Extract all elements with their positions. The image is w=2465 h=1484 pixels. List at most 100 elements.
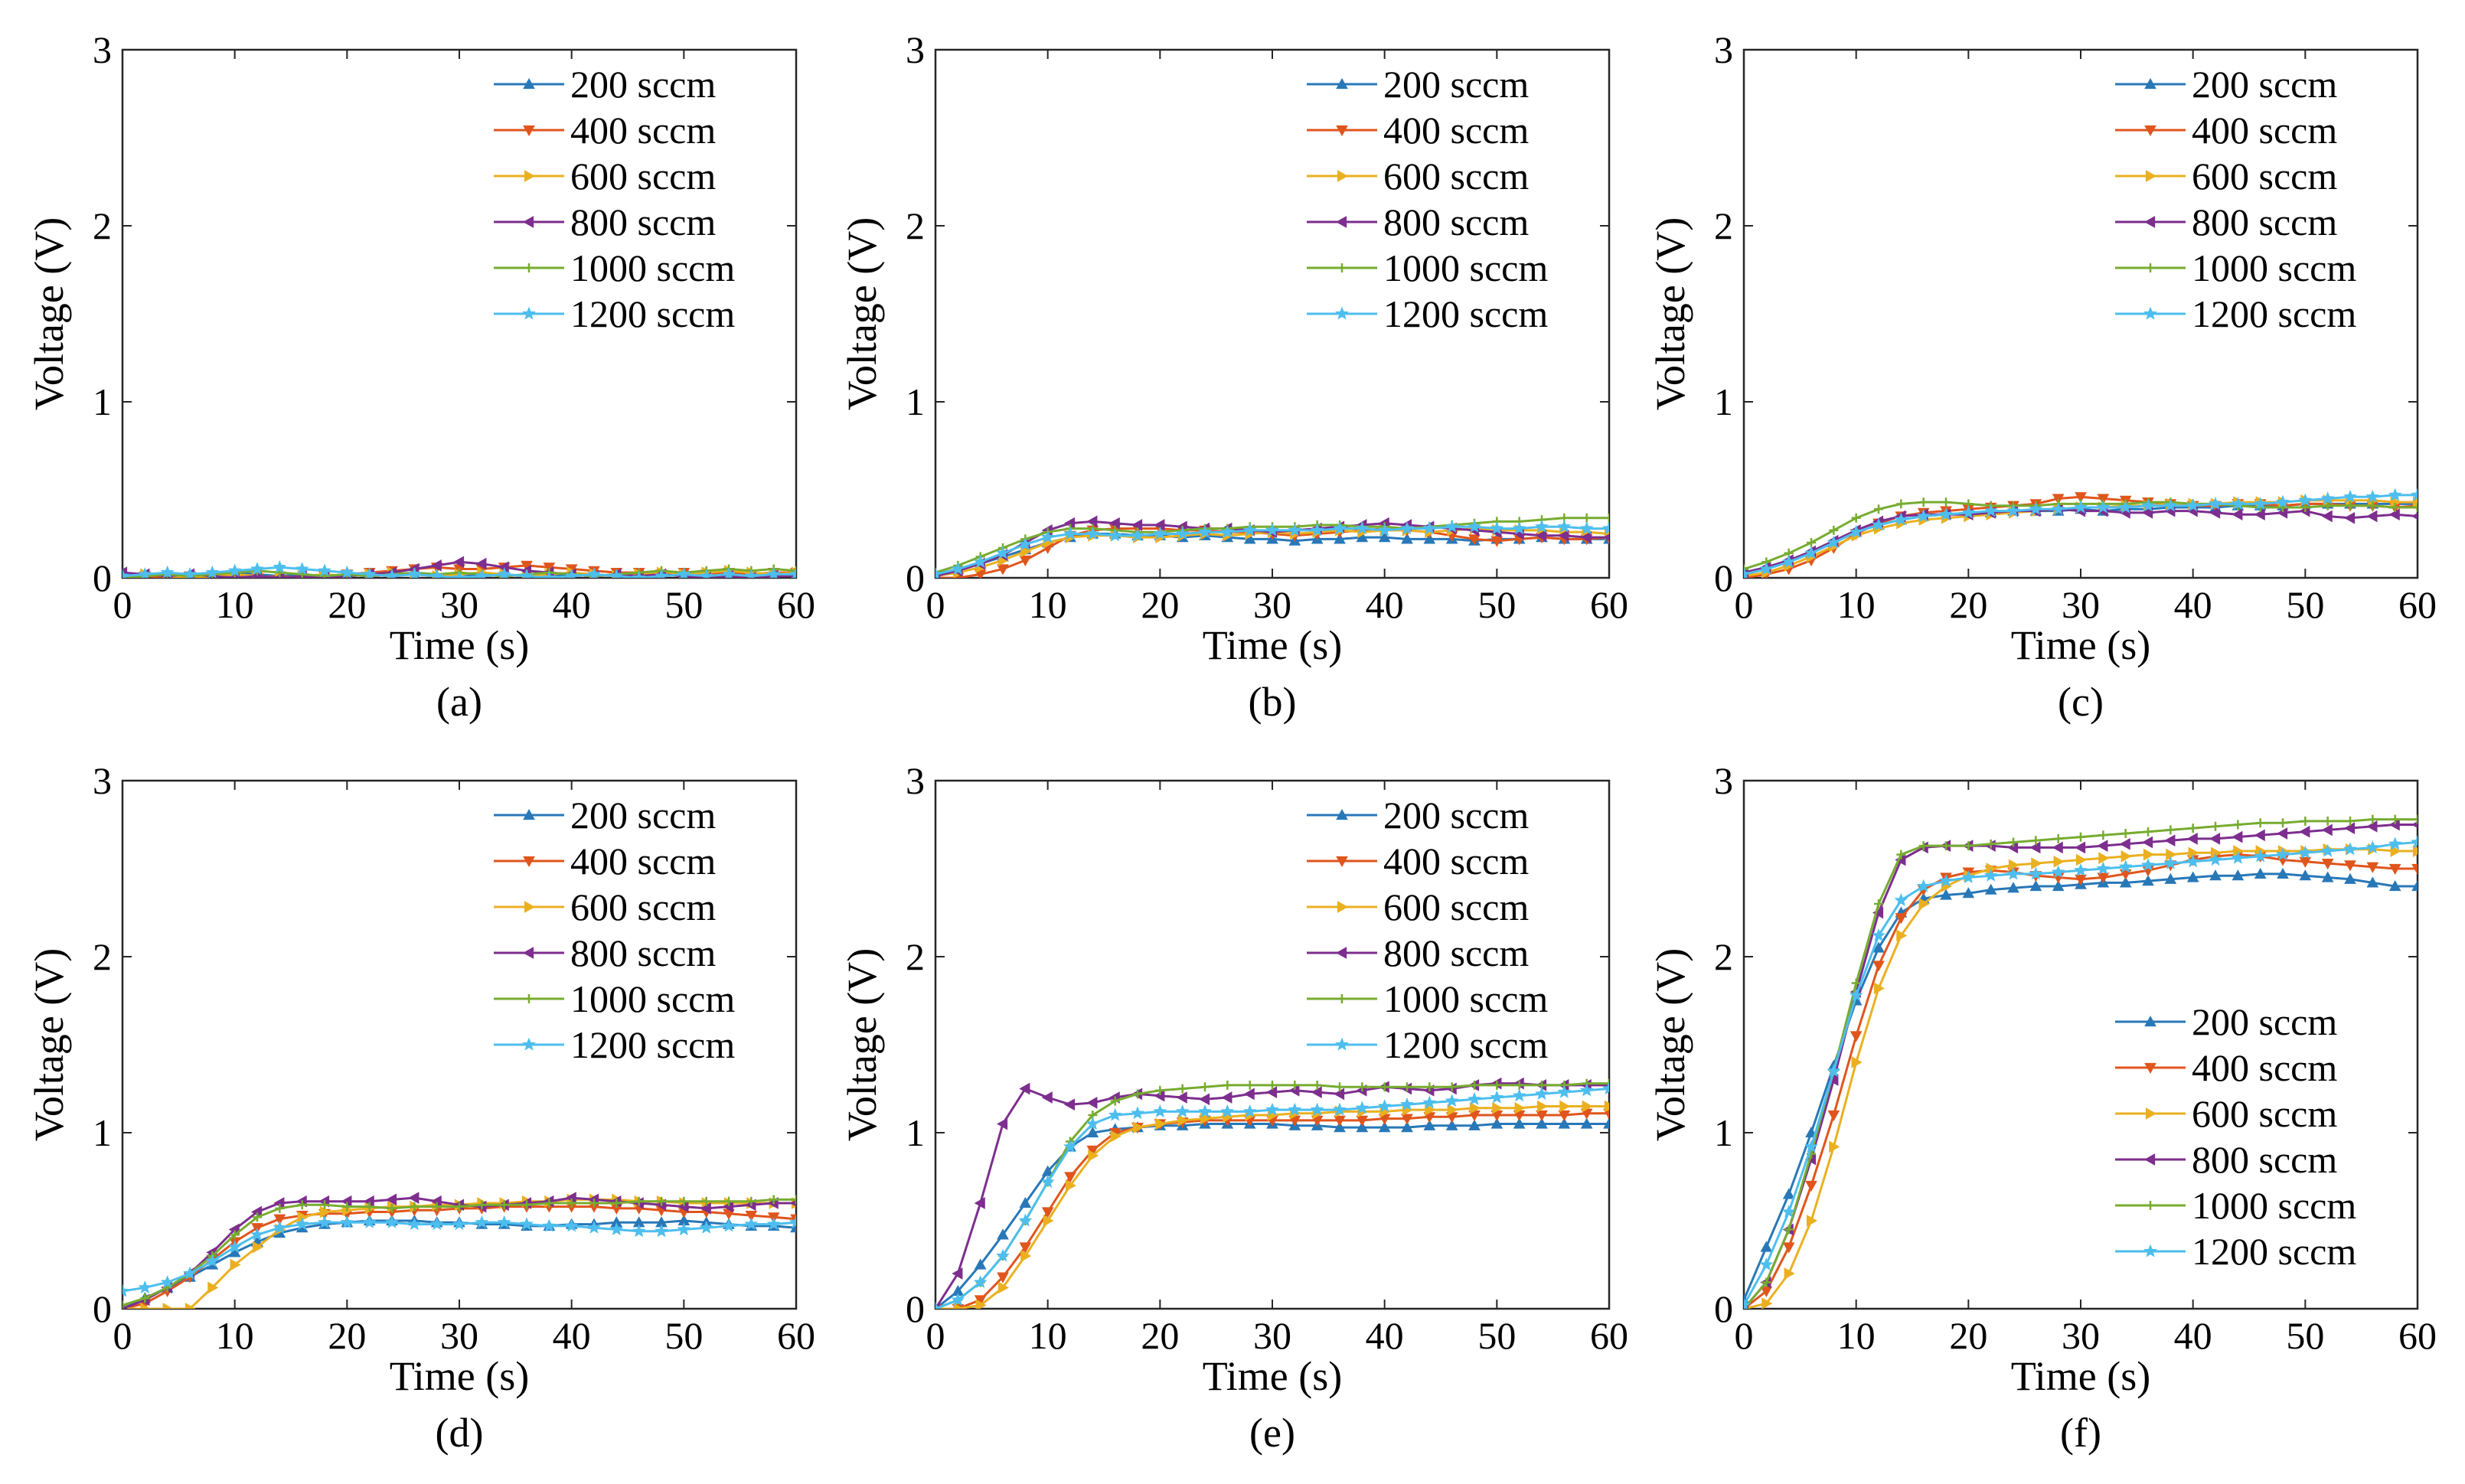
data-point [364, 1202, 374, 1212]
data-point [2366, 510, 2378, 523]
data-point [2211, 821, 2220, 831]
legend-marker [1337, 170, 1349, 182]
data-point [2098, 852, 2110, 865]
data-point [432, 1202, 442, 1212]
x-tick-label: 30 [440, 1314, 478, 1357]
data-point [2029, 866, 2043, 880]
x-tick-label: 30 [440, 583, 478, 626]
data-point [1018, 537, 1033, 550]
data-point [2366, 876, 2379, 888]
data-point [1761, 1277, 1771, 1287]
data-point [2368, 814, 2378, 824]
data-point [2163, 498, 2178, 512]
series-line-1200-sccm [122, 1221, 796, 1293]
data-point [1290, 1080, 1300, 1090]
series-group [935, 513, 1609, 578]
x-tick-label: 50 [1477, 1314, 1516, 1357]
data-point [2166, 848, 2177, 861]
legend-label: 200 sccm [570, 63, 716, 106]
data-point [2074, 863, 2088, 876]
data-point [2413, 814, 2418, 824]
data-point [566, 1199, 576, 1208]
data-point [1939, 507, 1953, 520]
data-point [1760, 1241, 1773, 1252]
data-point [722, 567, 736, 578]
y-axis-label: Voltage (V) [839, 948, 885, 1141]
data-point [744, 569, 759, 578]
data-point [2008, 859, 2020, 872]
data-point [1962, 887, 1975, 899]
x-tick-label: 10 [1029, 1314, 1067, 1357]
series-line-1000-sccm [122, 1198, 796, 1306]
legend-marker [523, 125, 535, 137]
data-point [745, 1211, 758, 1222]
data-point [1242, 1104, 1257, 1118]
data-point [589, 1199, 599, 1208]
data-point [1268, 1080, 1277, 1090]
data-point [1536, 1117, 1548, 1129]
data-point [2098, 830, 2108, 840]
data-point [1108, 1107, 1122, 1121]
panel-caption: (f) [2060, 1410, 2101, 1456]
legend-label: 800 sccm [1383, 201, 1529, 243]
x-axis-label: Time (s) [1203, 1353, 1343, 1399]
data-point [2276, 494, 2290, 508]
data-point [2232, 830, 2243, 843]
data-point [2186, 871, 2199, 882]
data-point [1582, 513, 1592, 523]
data-point [1355, 521, 1370, 535]
data-point [1445, 1119, 1458, 1130]
y-tick-label: 0 [906, 556, 925, 599]
legend-label: 1000 sccm [2192, 1184, 2356, 1227]
x-tick-label: 60 [777, 1314, 815, 1357]
data-point [1333, 521, 1347, 535]
data-point [2411, 513, 2418, 520]
legend-marker [2144, 125, 2156, 137]
data-point [1894, 893, 1908, 907]
data-point [318, 563, 331, 577]
data-point [183, 567, 197, 578]
data-point [1132, 1121, 1144, 1133]
x-tick-label: 60 [1590, 583, 1628, 626]
data-point [1265, 523, 1279, 537]
x-axis-label: Time (s) [2011, 1353, 2151, 1399]
legend-marker [523, 856, 535, 868]
x-tick-label: 10 [1029, 583, 1067, 626]
legend-label: 200 sccm [1383, 794, 1529, 837]
data-point [183, 1266, 197, 1280]
data-point [362, 1215, 377, 1228]
data-point [1894, 512, 1908, 526]
legend-label: 1000 sccm [1383, 246, 1548, 289]
data-point [522, 1200, 531, 1210]
data-point [2164, 872, 2177, 884]
data-point [1242, 523, 1257, 537]
data-point [1535, 1087, 1549, 1101]
data-point [1019, 1082, 1030, 1095]
data-point [2320, 491, 2335, 505]
legend-marker [524, 994, 534, 1003]
legend-marker [2146, 1201, 2155, 1210]
y-axis-label: Voltage (V) [839, 217, 885, 410]
data-point [1155, 1117, 1167, 1130]
data-point [2344, 860, 2356, 872]
data-point [1063, 1140, 1077, 1153]
data-point [2188, 846, 2199, 859]
data-point [655, 1224, 668, 1238]
legend-marker [524, 170, 536, 182]
data-point [997, 1272, 1009, 1283]
data-point [2233, 820, 2243, 830]
data-point [1535, 529, 1547, 542]
data-point [1941, 841, 1951, 851]
y-tick-label: 2 [906, 935, 925, 978]
data-point [2052, 841, 2063, 854]
data-point [951, 562, 965, 576]
data-point [1940, 889, 1952, 900]
data-point [2298, 493, 2313, 507]
data-point [1872, 961, 1885, 972]
data-point [122, 1300, 127, 1309]
data-point [1744, 564, 1748, 574]
data-point [1400, 521, 1414, 535]
panel-caption: (e) [1249, 1410, 1295, 1456]
data-point [273, 1214, 286, 1225]
data-point [1356, 1121, 1369, 1133]
